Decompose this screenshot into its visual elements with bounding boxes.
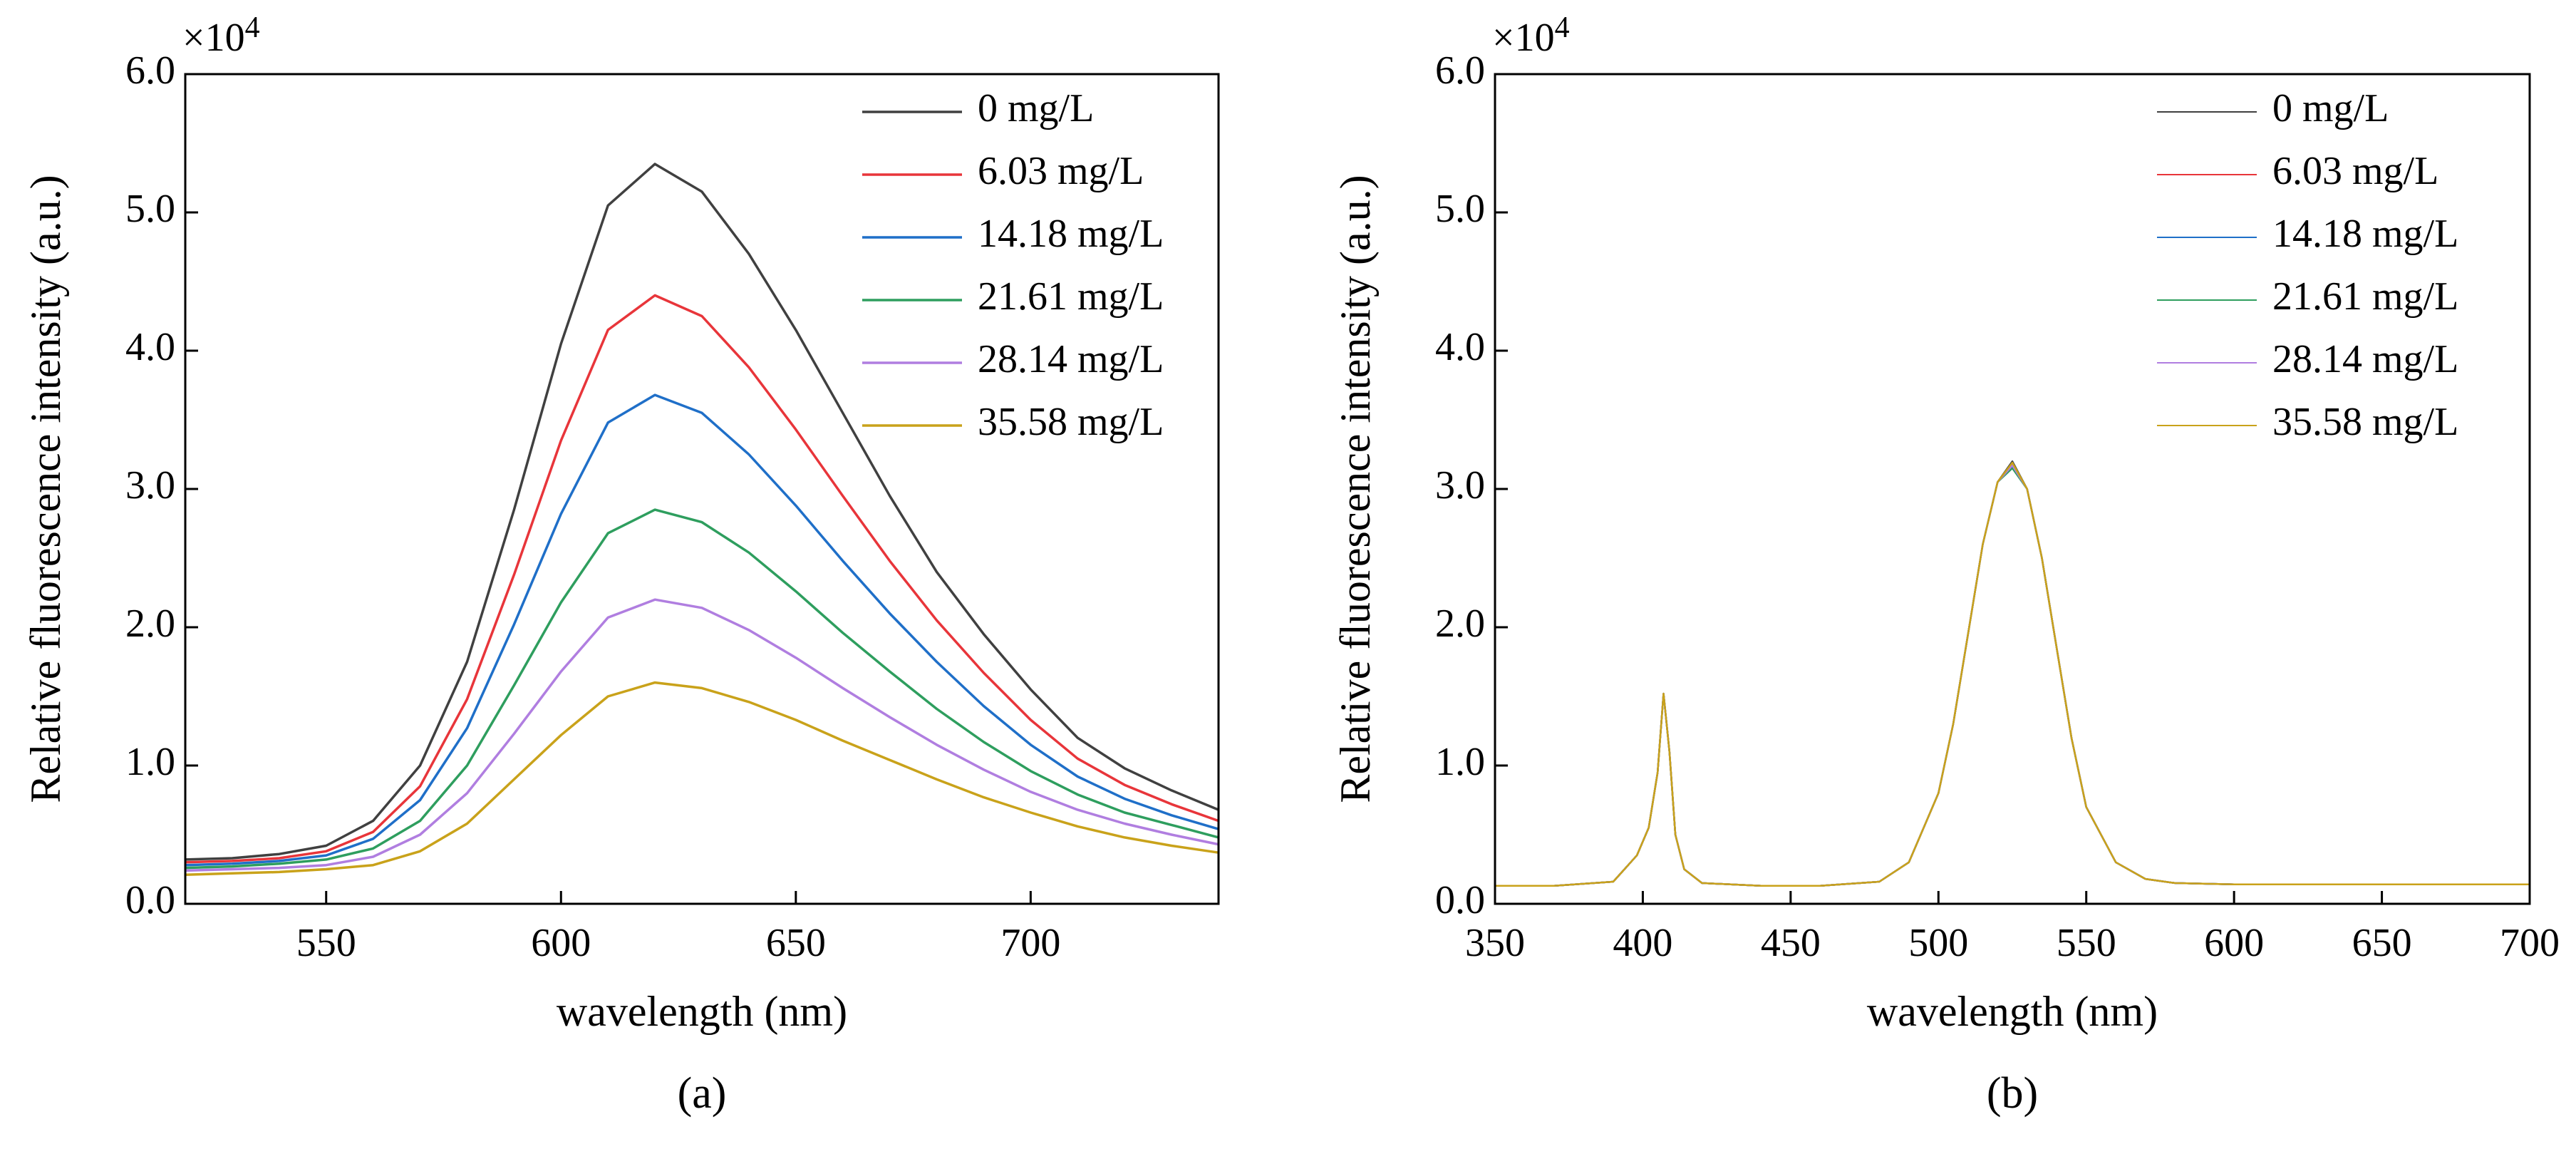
x-tick-label: 600 bbox=[531, 921, 591, 965]
y-tick-label: 6.0 bbox=[1435, 48, 1485, 93]
y-tick-label: 3.0 bbox=[1435, 463, 1485, 507]
plot-frame bbox=[184, 73, 1220, 905]
legend-label: 14.18 mg/L bbox=[2272, 212, 2458, 256]
y-tick-label: 5.0 bbox=[1435, 187, 1485, 231]
multiplier-exponent: 4 bbox=[245, 11, 260, 44]
legend-label: 0 mg/L bbox=[978, 86, 1094, 130]
legend-label: 35.58 mg/L bbox=[2272, 400, 2458, 444]
y-tick-label: 2.0 bbox=[1435, 602, 1485, 646]
x-tick-label: 600 bbox=[2204, 921, 2264, 965]
series-line bbox=[185, 393, 1219, 867]
x-axis-label: wavelength (nm) bbox=[557, 988, 847, 1035]
x-axis-label: wavelength (nm) bbox=[1867, 988, 2158, 1035]
x-tick-label: 650 bbox=[766, 921, 826, 965]
y-tick-label: 1.0 bbox=[1435, 740, 1485, 784]
series-line bbox=[1495, 461, 2530, 887]
y-multiplier: ×104 bbox=[1492, 11, 1570, 60]
series-line bbox=[185, 163, 1219, 861]
y-axis-label: Relative fluorescence intensity (a.u.) bbox=[1332, 175, 1379, 803]
multiplier-base: ×10 bbox=[1492, 16, 1555, 60]
multiplier-exponent: 4 bbox=[1555, 11, 1570, 44]
x-tick-label: 400 bbox=[1613, 921, 1672, 965]
caption: (b) bbox=[1987, 1069, 2038, 1118]
y-tick-label: 6.0 bbox=[125, 48, 175, 93]
legend-label: 0 mg/L bbox=[2272, 86, 2389, 130]
y-tick-label: 5.0 bbox=[125, 187, 175, 231]
series-line bbox=[185, 598, 1219, 872]
x-tick-label: 550 bbox=[296, 921, 356, 965]
series-line bbox=[185, 681, 1219, 877]
x-tick-label: 700 bbox=[2500, 921, 2560, 965]
legend-label: 35.58 mg/L bbox=[978, 400, 1164, 444]
multiplier-base: ×10 bbox=[182, 16, 245, 60]
y-tick-label: 3.0 bbox=[125, 463, 175, 507]
plot-frame bbox=[1494, 73, 2531, 905]
legend-label: 21.61 mg/L bbox=[2272, 274, 2458, 319]
legend-label: 28.14 mg/L bbox=[2272, 337, 2458, 381]
legend-label: 28.14 mg/L bbox=[978, 337, 1164, 381]
x-tick-label: 450 bbox=[1761, 921, 1821, 965]
y-tick-label: 0.0 bbox=[1435, 878, 1485, 922]
series-line bbox=[185, 508, 1219, 870]
series-line bbox=[185, 294, 1219, 864]
legend-label: 21.61 mg/L bbox=[978, 274, 1164, 319]
y-tick-label: 4.0 bbox=[1435, 325, 1485, 369]
legend-label: 6.03 mg/L bbox=[978, 149, 1144, 193]
y-tick-label: 0.0 bbox=[125, 878, 175, 922]
x-tick-label: 350 bbox=[1465, 921, 1525, 965]
legend-label: 6.03 mg/L bbox=[2272, 149, 2438, 193]
legend-label: 14.18 mg/L bbox=[978, 212, 1164, 256]
x-tick-label: 550 bbox=[2057, 921, 2116, 965]
y-tick-label: 4.0 bbox=[125, 325, 175, 369]
y-tick-label: 1.0 bbox=[125, 740, 175, 784]
y-tick-label: 2.0 bbox=[125, 602, 175, 646]
x-tick-label: 500 bbox=[1908, 921, 1968, 965]
x-tick-label: 650 bbox=[2352, 921, 2412, 965]
y-multiplier: ×104 bbox=[182, 11, 260, 60]
caption: (a) bbox=[678, 1069, 727, 1118]
x-tick-label: 700 bbox=[1000, 921, 1060, 965]
y-axis-label: Relative fluorescence intensity (a.u.) bbox=[22, 175, 69, 803]
